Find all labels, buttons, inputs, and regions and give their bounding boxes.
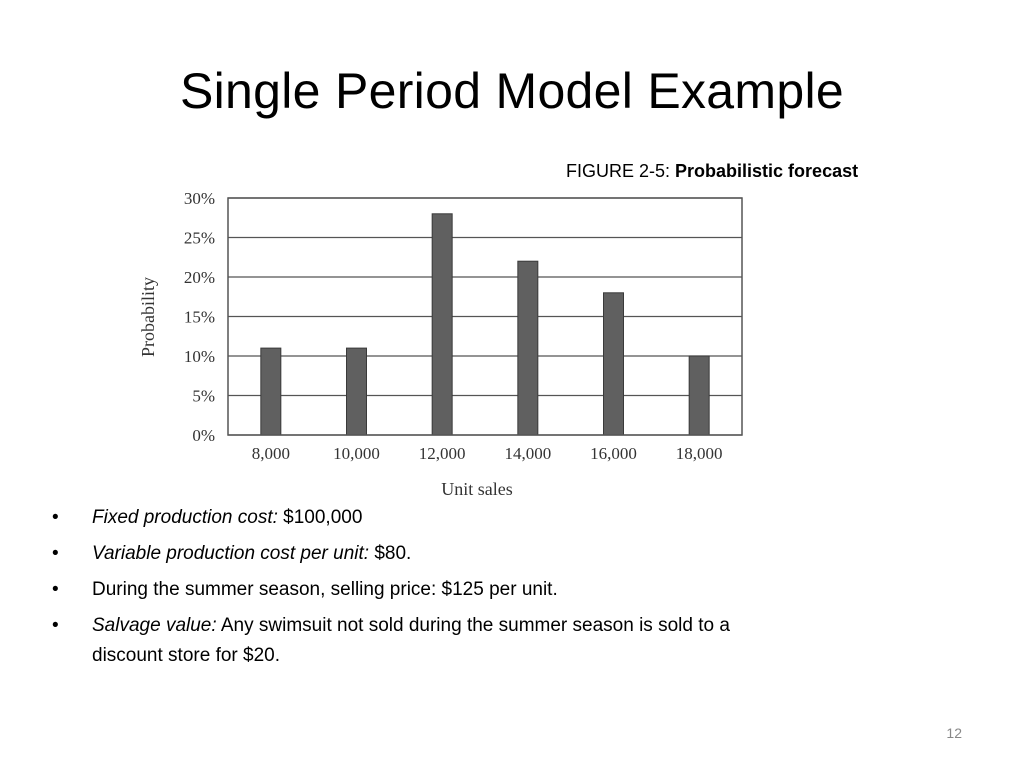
bar [260,347,282,436]
bullet-text: $80. [369,543,412,564]
y-tick-labels: 0% 5% 10% 15% 20% 25% 30% [184,189,215,445]
x-tick-label: 18,000 [676,444,723,463]
chart-grid [228,197,742,436]
bullet-list: • Fixed production cost: $100,000 • Vari… [52,503,932,677]
y-tick-label: 20% [184,268,215,287]
y-tick-label: 5% [192,387,215,406]
x-tick-label: 8,000 [252,444,290,463]
page-number: 12 [946,725,962,741]
bar [603,292,624,436]
bullet-italic: Fixed production cost: [92,507,278,528]
y-axis-label: Probability [138,277,158,357]
bullet-item: • Salvage value: Any swimsuit not sold d… [52,611,932,671]
y-tick-label: 10% [184,347,215,366]
y-tick-label: 30% [184,189,215,208]
x-tick-label: 12,000 [419,444,466,463]
bullet-dot: • [52,507,59,528]
bullet-text: $100,000 [277,507,363,528]
figure-caption-bold: Probabilistic forecast [675,161,859,181]
bar [346,347,367,436]
bar [517,260,539,436]
bullet-item: • Fixed production cost: $100,000 [52,503,932,533]
x-axis-label: Unit sales [441,479,513,499]
y-tick-label: 25% [184,229,215,248]
x-tick-label: 10,000 [333,444,380,463]
bullet-text: Any swimsuit not sold during the summer … [216,615,730,636]
plot-frame [227,197,743,436]
bullet-italic: Variable production cost per unit: [92,543,370,564]
bar [688,355,710,436]
figure-caption: FIGURE 2-5: Probabilistic forecast [566,161,858,182]
bar [431,213,453,436]
bullet-dot: • [52,615,59,636]
x-tick-label: 16,000 [590,444,637,463]
bullet-item: • Variable production cost per unit: $80… [52,539,932,569]
slide-title: Single Period Model Example [179,63,844,119]
x-tick-label: 14,000 [504,444,551,463]
x-tick-labels: 8,000 10,000 12,000 14,000 16,000 18,000 [252,444,723,463]
bullet-item: • During the summer season, selling pric… [52,575,932,605]
y-tick-label: 15% [184,308,215,327]
bullet-italic: Salvage value: [92,615,217,636]
bullet-text: During the summer season, selling price:… [92,579,558,600]
chart-bars [260,213,710,436]
y-tick-label: 0% [192,426,215,445]
figure-caption-prefix: FIGURE 2-5: [566,161,676,181]
bullet-text-continued: discount store for $20. [92,645,280,666]
bullet-dot: • [52,543,59,564]
bullet-dot: • [52,579,59,600]
